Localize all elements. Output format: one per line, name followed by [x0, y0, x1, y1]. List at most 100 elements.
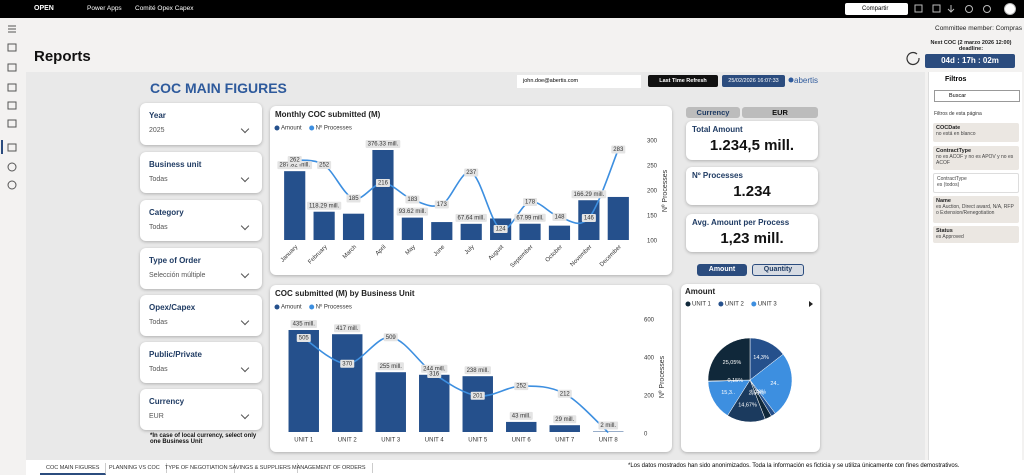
page-tab[interactable]: SAVINGS & SUPPLIERS	[223, 463, 298, 473]
label-bg	[598, 421, 619, 430]
data-label: 93.62 mill.	[399, 209, 427, 215]
data-label: 201	[473, 393, 484, 399]
filter-card[interactable]: COCDate no está en blanco	[933, 123, 1019, 142]
slicer[interactable]: Public/Private Todas	[140, 342, 262, 383]
bar	[460, 223, 482, 240]
slicer-value: EUR	[149, 413, 164, 420]
slicer[interactable]: Business unit Todas	[140, 152, 262, 193]
label-bg	[514, 382, 529, 391]
data-label: 252	[319, 163, 330, 169]
bar	[288, 330, 319, 432]
data-label: 509	[386, 335, 397, 341]
slicer-label: Year	[149, 111, 166, 120]
member-label: Committee member: Compras	[935, 25, 1023, 32]
bar	[549, 425, 580, 432]
refresh-icon[interactable]	[905, 50, 921, 66]
toggle-button[interactable]: Quantity	[752, 264, 804, 276]
data-label: 283	[613, 147, 624, 153]
label-bg	[375, 179, 390, 187]
bar	[313, 211, 335, 240]
x-tick-label: October	[545, 244, 564, 263]
x-tick-label: UNIT 3	[381, 438, 401, 444]
x-tick-label: March	[342, 244, 358, 260]
label-bg	[493, 225, 508, 233]
y2-tick-label: 100	[647, 239, 658, 245]
slicer-value: Todas	[149, 176, 168, 183]
slice-label: 24..	[770, 381, 780, 387]
data-label: 244 mill.	[423, 366, 446, 372]
slicer[interactable]: Year 2025	[140, 103, 262, 145]
kpi-label: Total Amount	[692, 125, 743, 134]
chart-title: Monthly COC submitted (M)	[275, 110, 381, 119]
y2-tick-label: 400	[644, 356, 655, 362]
left-nav	[1, 25, 17, 190]
filter-card[interactable]: ContractType no es ACOF y no es APOV y no…	[933, 146, 1019, 170]
pie-slice	[749, 353, 793, 414]
x-tick-label: UNIT 5	[468, 438, 488, 444]
x-tick-label: UNIT 2	[338, 438, 358, 444]
refresh-button[interactable]: Last Time Refresh	[648, 75, 718, 87]
data-label: 146	[584, 216, 595, 222]
share-button[interactable]: Compartir	[845, 3, 908, 15]
filter-card[interactable]: Status es Approved	[933, 226, 1019, 243]
label-bg	[290, 320, 317, 328]
page-tab[interactable]: COC MAIN FIGURES	[40, 463, 107, 475]
data-label: 178	[525, 200, 536, 206]
label-bg	[553, 415, 577, 424]
label-bg	[346, 194, 361, 203]
slice-label: 14,3%	[753, 355, 769, 361]
x-tick-label: May	[405, 244, 417, 256]
y2-axis-title: Nº Processes	[662, 169, 669, 212]
slicer-value: 2025	[149, 127, 165, 134]
filter-card[interactable]: Name es Auction, Direct award, N/A, RFP o…	[933, 196, 1019, 223]
label-bg	[464, 168, 479, 177]
slicer[interactable]: Currency EUR	[140, 389, 262, 430]
legend-marker	[274, 125, 280, 131]
legend-marker	[274, 304, 280, 310]
slicer[interactable]: Opex/Capex Todas	[140, 295, 262, 336]
slice-label: 14,67%	[738, 403, 757, 409]
data-label: 185	[349, 196, 360, 202]
app-title[interactable]: Comité Opex Capex	[135, 5, 194, 12]
bar	[342, 213, 365, 240]
y2-tick-label: 300	[647, 139, 658, 145]
label-bg	[296, 334, 311, 343]
label-bg	[581, 214, 596, 222]
slicer[interactable]: Category Todas	[140, 200, 262, 241]
slicer[interactable]: Type of Order Selección múltiple	[140, 248, 262, 289]
label-bg	[340, 359, 355, 368]
page-tab[interactable]: MANAGEMENT OF ORDERS	[286, 463, 373, 473]
label-bg	[434, 200, 449, 209]
data-label: 2 mill.	[600, 423, 616, 429]
data-label: 183	[407, 197, 418, 203]
kpi-label: Avg. Amount per Process	[692, 218, 790, 227]
slice-label: 0,15%	[728, 378, 744, 384]
filter-search[interactable]: Buscar	[934, 90, 1020, 102]
filter-name: Name	[936, 198, 951, 204]
slice-label: 2,59%	[749, 391, 765, 397]
bar	[401, 217, 423, 240]
data-label: 238 mill.	[467, 368, 490, 374]
slicer-label: Currency	[149, 397, 185, 406]
data-label: 67.99 mill.	[516, 215, 544, 221]
x-tick-label: July	[464, 244, 476, 256]
y2-tick-label: 150	[647, 214, 658, 220]
filter-card[interactable]: ContractType es (todos)	[933, 173, 1019, 193]
legend-marker	[685, 301, 691, 307]
data-label: 67.64 mill.	[458, 215, 486, 221]
y2-tick-label: 200	[644, 394, 655, 400]
legend-marker	[309, 304, 315, 310]
x-tick-label: April	[375, 244, 388, 257]
chevron	[240, 410, 250, 420]
bar	[462, 376, 493, 432]
toggle-button[interactable]: Amount	[697, 264, 747, 276]
app-name[interactable]: Power Apps	[87, 5, 122, 12]
bar	[607, 196, 629, 240]
page-tab[interactable]: TYPE OF NEGOTIATION	[159, 463, 235, 473]
currency-value: EUR	[742, 107, 818, 118]
data-label: 43 mill.	[512, 413, 531, 419]
slice-label: 1,76%	[750, 390, 766, 396]
page-tab[interactable]: PLANNING VS COC	[103, 463, 167, 473]
kpi-value: 1.234,5 mill.	[709, 137, 795, 154]
